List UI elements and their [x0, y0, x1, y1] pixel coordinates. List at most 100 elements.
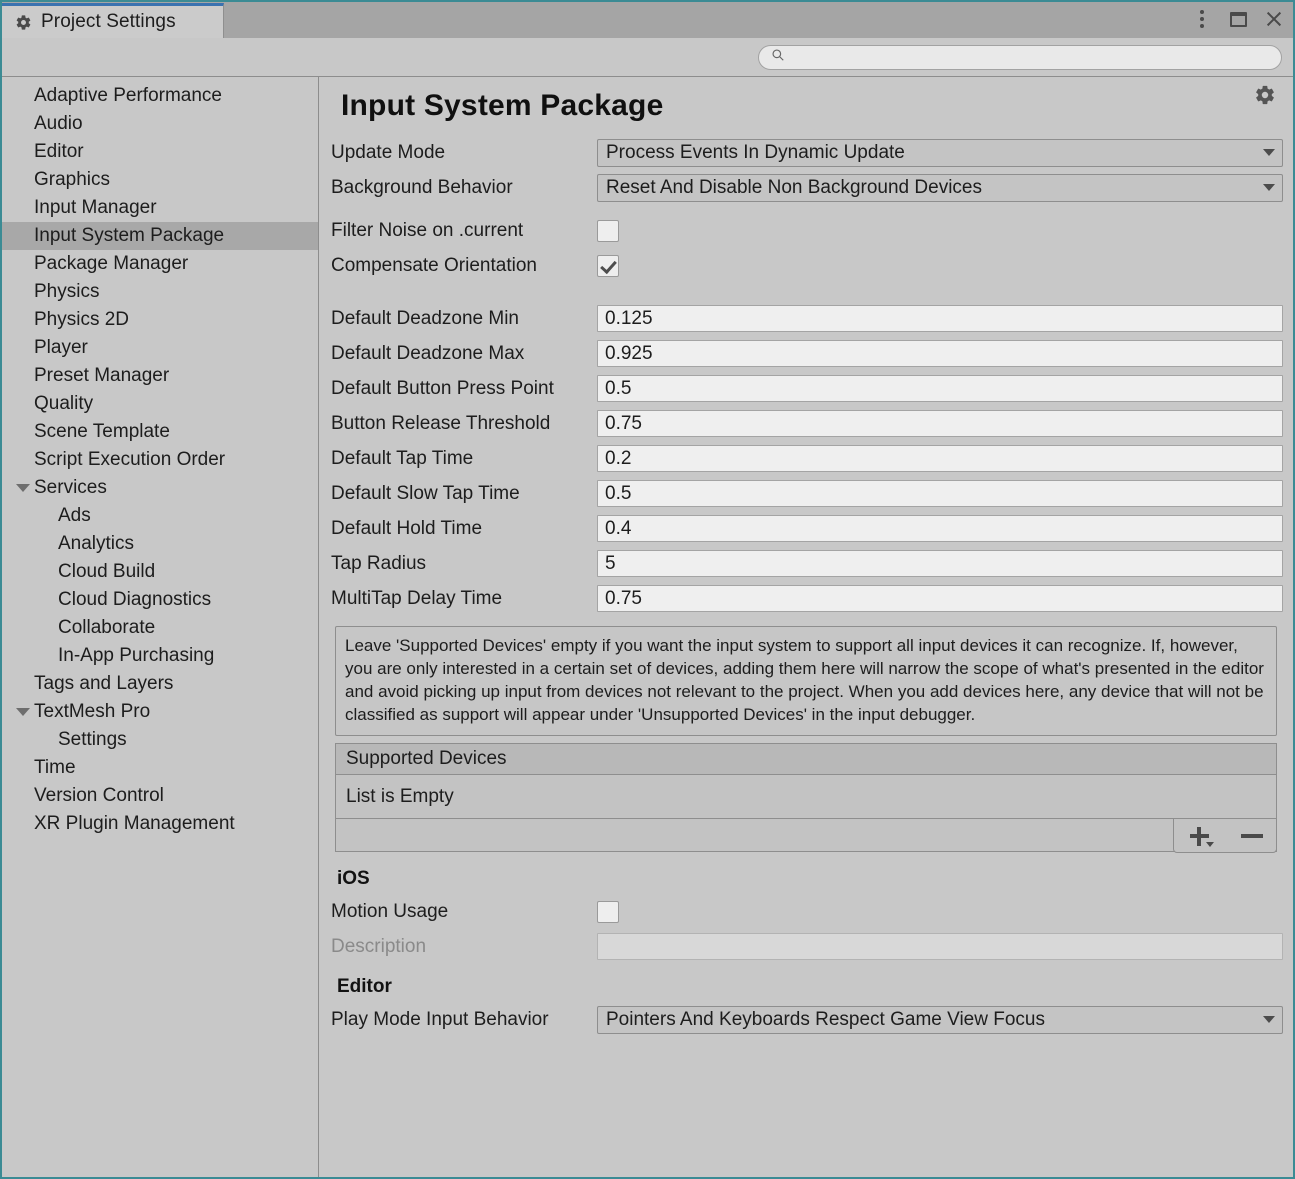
- sidebar-item-label: Editor: [34, 141, 84, 162]
- row-compensate-orientation: Compensate Orientation: [325, 248, 1283, 283]
- chevron-down-icon: [1263, 184, 1275, 191]
- sidebar-item-label: Analytics: [58, 533, 135, 554]
- sidebar-item-textmesh-pro[interactable]: TextMesh Pro: [2, 698, 318, 726]
- dropdown-value: Process Events In Dynamic Update: [606, 141, 905, 163]
- section-heading-editor: Editor: [337, 976, 392, 997]
- supported-devices-list: Supported Devices List is Empty: [335, 743, 1277, 853]
- sidebar-item-services[interactable]: Services: [2, 474, 318, 502]
- multitap-delay-time-input[interactable]: 0.75: [597, 585, 1283, 612]
- window-controls: [1191, 7, 1285, 31]
- default-button-press-point-label: Default Button Press Point: [331, 377, 554, 399]
- description-input[interactable]: [597, 933, 1283, 960]
- sidebar-item-scene-template[interactable]: Scene Template: [2, 418, 318, 446]
- default-hold-time-input[interactable]: 0.4: [597, 515, 1283, 542]
- dropdown-value: Pointers And Keyboards Respect Game View…: [606, 1008, 1045, 1030]
- remove-device-button[interactable]: [1240, 833, 1263, 838]
- chevron-down-icon: [1205, 841, 1214, 847]
- sidebar-item-label: Adaptive Performance: [34, 85, 222, 106]
- default-deadzone-min-input[interactable]: 0.125: [597, 305, 1283, 332]
- row-default-deadzone-max: Default Deadzone Max 0.925: [325, 336, 1283, 371]
- kebab-menu-icon[interactable]: [1191, 7, 1213, 31]
- description-label: Description: [331, 935, 427, 957]
- add-device-button[interactable]: [1188, 824, 1214, 848]
- sidebar-item-audio[interactable]: Audio: [2, 110, 318, 138]
- sidebar-item-label: Cloud Diagnostics: [58, 589, 212, 610]
- sidebar-item-in-app-purchasing[interactable]: In-App Purchasing: [2, 642, 318, 670]
- filter-noise-on-current-checkbox[interactable]: [597, 219, 619, 242]
- settings-main-panel: Input System Package Update Mode Process …: [319, 77, 1293, 1177]
- sidebar-item-editor[interactable]: Editor: [2, 138, 318, 166]
- sidebar-item-package-manager[interactable]: Package Manager: [2, 250, 318, 278]
- default-tap-time-input[interactable]: 0.2: [597, 445, 1283, 472]
- sidebar-item-collaborate[interactable]: Collaborate: [2, 614, 318, 642]
- tab-project-settings[interactable]: Project Settings: [2, 3, 224, 38]
- row-default-button-press-point: Default Button Press Point 0.5: [325, 371, 1283, 406]
- sidebar-item-script-execution-order[interactable]: Script Execution Order: [2, 446, 318, 474]
- sidebar-item-settings[interactable]: Settings: [2, 726, 318, 754]
- gear-icon[interactable]: [1254, 84, 1276, 106]
- sidebar-item-cloud-build[interactable]: Cloud Build: [2, 558, 318, 586]
- default-deadzone-max-input[interactable]: 0.925: [597, 340, 1283, 367]
- default-deadzone-max-label: Default Deadzone Max: [331, 342, 525, 364]
- sidebar-item-cloud-diagnostics[interactable]: Cloud Diagnostics: [2, 586, 318, 614]
- sidebar-item-label: Audio: [34, 113, 83, 134]
- background-behavior-dropdown[interactable]: Reset And Disable Non Background Devices: [597, 173, 1283, 202]
- filter-noise-on-current-label: Filter Noise on .current: [331, 219, 524, 241]
- search-box[interactable]: [758, 44, 1282, 70]
- sidebar-item-label: Scene Template: [34, 421, 170, 442]
- sidebar-item-input-manager[interactable]: Input Manager: [2, 194, 318, 222]
- supported-devices-header[interactable]: Supported Devices: [335, 743, 1277, 774]
- tab-label: Project Settings: [41, 11, 176, 32]
- chevron-down-icon[interactable]: [16, 708, 30, 716]
- motion-usage-label: Motion Usage: [331, 900, 449, 922]
- sidebar-item-label: XR Plugin Management: [34, 813, 235, 834]
- close-icon[interactable]: [1263, 7, 1285, 31]
- sidebar-item-label: Player: [34, 337, 88, 358]
- tap-radius-input[interactable]: 5: [597, 550, 1283, 577]
- sidebar-item-tags-and-layers[interactable]: Tags and Layers: [2, 670, 318, 698]
- settings-sidebar[interactable]: Adaptive Performance Audio Editor Graphics I…: [2, 77, 319, 1177]
- sidebar-item-analytics[interactable]: Analytics: [2, 530, 318, 558]
- sidebar-item-graphics[interactable]: Graphics: [2, 166, 318, 194]
- default-deadzone-min-label: Default Deadzone Min: [331, 307, 519, 329]
- play-mode-input-behavior-label: Play Mode Input Behavior: [331, 1008, 549, 1030]
- sidebar-item-physics[interactable]: Physics: [2, 278, 318, 306]
- sidebar-item-label: Cloud Build: [58, 561, 156, 582]
- sidebar-item-version-control[interactable]: Version Control: [2, 782, 318, 810]
- compensate-orientation-checkbox[interactable]: [597, 254, 619, 277]
- background-behavior-label: Background Behavior: [331, 176, 513, 198]
- dropdown-rows: Update Mode Process Events In Dynamic Upd…: [325, 135, 1283, 205]
- sidebar-item-preset-manager[interactable]: Preset Manager: [2, 362, 318, 390]
- checkbox-rows: Filter Noise on .current Compensate Orien…: [325, 213, 1283, 283]
- sidebar-item-adaptive-performance[interactable]: Adaptive Performance: [2, 82, 318, 110]
- sidebar-item-player[interactable]: Player: [2, 334, 318, 362]
- default-slow-tap-time-input[interactable]: 0.5: [597, 480, 1283, 507]
- row-motion-usage: Motion Usage: [325, 894, 1283, 929]
- play-mode-input-behavior-dropdown[interactable]: Pointers And Keyboards Respect Game View…: [597, 1005, 1283, 1034]
- chevron-down-icon: [1263, 1016, 1275, 1023]
- sidebar-item-label: Input System Package: [34, 225, 225, 246]
- chevron-down-icon[interactable]: [16, 484, 30, 492]
- sidebar-item-input-system-package[interactable]: Input System Package: [2, 222, 318, 250]
- button-release-threshold-label: Button Release Threshold: [331, 412, 551, 434]
- update-mode-dropdown[interactable]: Process Events In Dynamic Update: [597, 138, 1283, 167]
- number-rows: Default Deadzone Min 0.125 Default Deadzon…: [325, 301, 1283, 616]
- row-default-tap-time: Default Tap Time 0.2: [325, 441, 1283, 476]
- sidebar-item-quality[interactable]: Quality: [2, 390, 318, 418]
- tap-radius-label: Tap Radius: [331, 552, 427, 574]
- section-heading-ios: iOS: [337, 868, 370, 889]
- default-tap-time-label: Default Tap Time: [331, 447, 474, 469]
- sidebar-item-xr-plugin-management[interactable]: XR Plugin Management: [2, 810, 318, 838]
- sidebar-item-label: TextMesh Pro: [34, 701, 151, 722]
- sidebar-item-label: Physics 2D: [34, 309, 130, 330]
- default-button-press-point-input[interactable]: 0.5: [597, 375, 1283, 402]
- sidebar-item-physics-2d[interactable]: Physics 2D: [2, 306, 318, 334]
- maximize-icon[interactable]: [1227, 7, 1249, 31]
- search-input[interactable]: [792, 49, 1269, 65]
- supported-devices-footer: [335, 818, 1277, 853]
- sidebar-item-ads[interactable]: Ads: [2, 502, 318, 530]
- sidebar-item-time[interactable]: Time: [2, 754, 318, 782]
- default-hold-time-label: Default Hold Time: [331, 517, 483, 539]
- button-release-threshold-input[interactable]: 0.75: [597, 410, 1283, 437]
- motion-usage-checkbox[interactable]: [597, 900, 619, 923]
